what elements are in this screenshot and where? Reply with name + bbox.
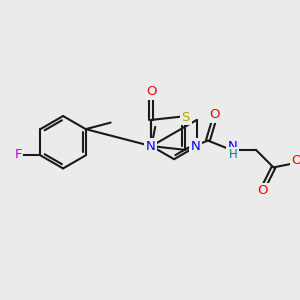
Text: O: O [291, 154, 300, 167]
Text: N: N [228, 140, 238, 153]
Text: N: N [191, 140, 201, 153]
Text: O: O [146, 85, 157, 98]
Text: S: S [182, 111, 190, 124]
Text: F: F [14, 148, 22, 161]
Text: N: N [146, 140, 155, 153]
Text: O: O [210, 108, 220, 121]
Text: H: H [229, 148, 237, 161]
Text: O: O [257, 184, 268, 197]
